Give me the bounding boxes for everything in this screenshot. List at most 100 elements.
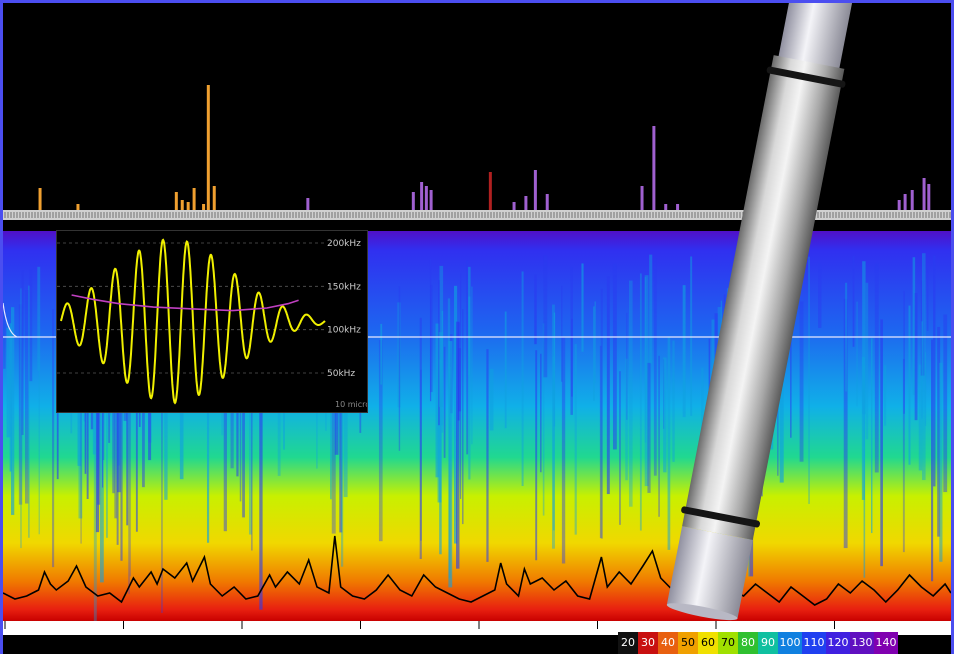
color-scale-swatch: 60 [698, 632, 718, 654]
activity-bar [640, 186, 644, 210]
spectrogram-streak [933, 255, 936, 487]
spectrogram-streak [534, 274, 537, 345]
spectrogram-streak [606, 276, 610, 495]
spectrogram-streak [3, 308, 6, 369]
time-tick-label: 3d [363, 625, 372, 633]
spectrogram-streak [647, 362, 651, 493]
color-scale-swatch: 20 [618, 632, 638, 654]
spectrogram-streak [880, 319, 883, 567]
time-tick-label: 1d [126, 625, 135, 633]
timeline-strip-ticks [4, 212, 951, 218]
spectrogram-streak [9, 323, 12, 472]
activity-bar [202, 204, 206, 210]
spectrogram-streak [920, 280, 925, 376]
activity-bar [524, 196, 528, 210]
inset-y-tick-label: 50kHz [327, 369, 355, 379]
spectrogram-streak [398, 286, 401, 451]
spectrogram-streak [626, 312, 628, 420]
spectrogram-streak [574, 344, 577, 535]
spectrogram-streak [20, 288, 22, 549]
spectrogram-streak [126, 313, 129, 526]
spectrogram-streak [799, 301, 804, 462]
timeline-strip [3, 210, 951, 220]
spectrogram-streak [903, 290, 905, 414]
spectrogram-streak [128, 347, 130, 594]
spectrogram-streak [922, 253, 926, 481]
spectrogram-streak [259, 356, 263, 610]
color-scale-swatch: 110 [802, 632, 826, 654]
spectrogram-streak [331, 350, 336, 534]
spectrogram-streak [690, 256, 693, 416]
spectrogram-streak [914, 293, 918, 421]
spectrogram-streak [439, 359, 442, 555]
spectrogram-streak [653, 258, 657, 476]
time-tick-label: 0d [7, 625, 16, 633]
spectrogram-streak [599, 345, 602, 538]
activity-bar [922, 178, 926, 210]
spectrogram-streak [18, 304, 23, 505]
spectrogram-streak [921, 321, 923, 419]
spectrogram-streak [6, 327, 11, 438]
noise-trace [3, 535, 951, 606]
spectrogram-streak [453, 285, 458, 544]
spectrogram-streak [419, 317, 422, 560]
spectrogram-streak [206, 335, 210, 543]
spectrogram-streak [902, 358, 905, 553]
spectrogram-streak [918, 364, 923, 471]
time-tick-label: 7d [837, 625, 846, 633]
spectrogram-streak [504, 311, 507, 429]
inset-y-tick-label: 200kHz [327, 239, 361, 249]
spectrogram-streak [912, 257, 916, 396]
activity-bar [429, 190, 433, 210]
spectrogram-streak [52, 309, 55, 568]
spectrogram-streak [708, 338, 711, 403]
activity-bar [533, 170, 537, 210]
spectrogram-streak [711, 319, 715, 385]
spectrogram-streak [466, 260, 469, 455]
spectrogram-streak [468, 296, 471, 480]
spectrogram-streak [931, 339, 934, 582]
activity-bar [192, 188, 196, 210]
color-scale-swatch: 90 [758, 632, 778, 654]
spectrogram-streak [521, 271, 524, 486]
spectrogram-streak [884, 365, 887, 426]
spectrogram-streak [28, 285, 30, 538]
spectrogram-streak [818, 263, 822, 328]
time-tick-label: 2d [244, 625, 253, 633]
spectrogram-streak [457, 322, 460, 421]
time-tick-label: 5d [600, 625, 609, 633]
spectrogram-streak [161, 353, 163, 613]
spectrogram-streak [467, 266, 471, 376]
spectrogram-streak [682, 285, 686, 418]
spectrogram-streak [129, 342, 131, 577]
time-tick-label: 6d [718, 625, 727, 633]
spectrogram-streak [644, 277, 647, 443]
activity-bar [306, 198, 310, 210]
click-waveform [60, 238, 326, 405]
spectrogram-streak [460, 273, 462, 499]
spectrogram-streak [571, 318, 573, 397]
spectrogram-streak [871, 338, 873, 534]
activity-bars [38, 85, 931, 210]
spectrogram-streak [863, 365, 866, 578]
frequency-trace [71, 294, 299, 312]
spectrogram-streak [339, 322, 343, 533]
activity-bar [664, 204, 668, 210]
color-scale-swatch: 100 [778, 632, 802, 654]
spectrogram-streak [619, 371, 621, 525]
spectrogram-streak [552, 304, 555, 549]
spectrogram-streak [561, 337, 566, 564]
spectrogram-streak [486, 349, 489, 562]
spectrogram-streak [600, 288, 603, 539]
spectrogram-streak [462, 309, 464, 525]
spectrogram-streak [535, 350, 538, 561]
spectrogram-streak [438, 332, 443, 407]
activity-bar [180, 200, 184, 210]
color-scale-swatch: 120 [826, 632, 850, 654]
spectrogram-streak [435, 323, 440, 478]
activity-bar [411, 192, 415, 210]
spectrogram-streak [612, 263, 617, 450]
spectrogram-streak [38, 370, 40, 535]
spectrogram-streak [843, 298, 848, 549]
activity-bar [424, 186, 428, 210]
